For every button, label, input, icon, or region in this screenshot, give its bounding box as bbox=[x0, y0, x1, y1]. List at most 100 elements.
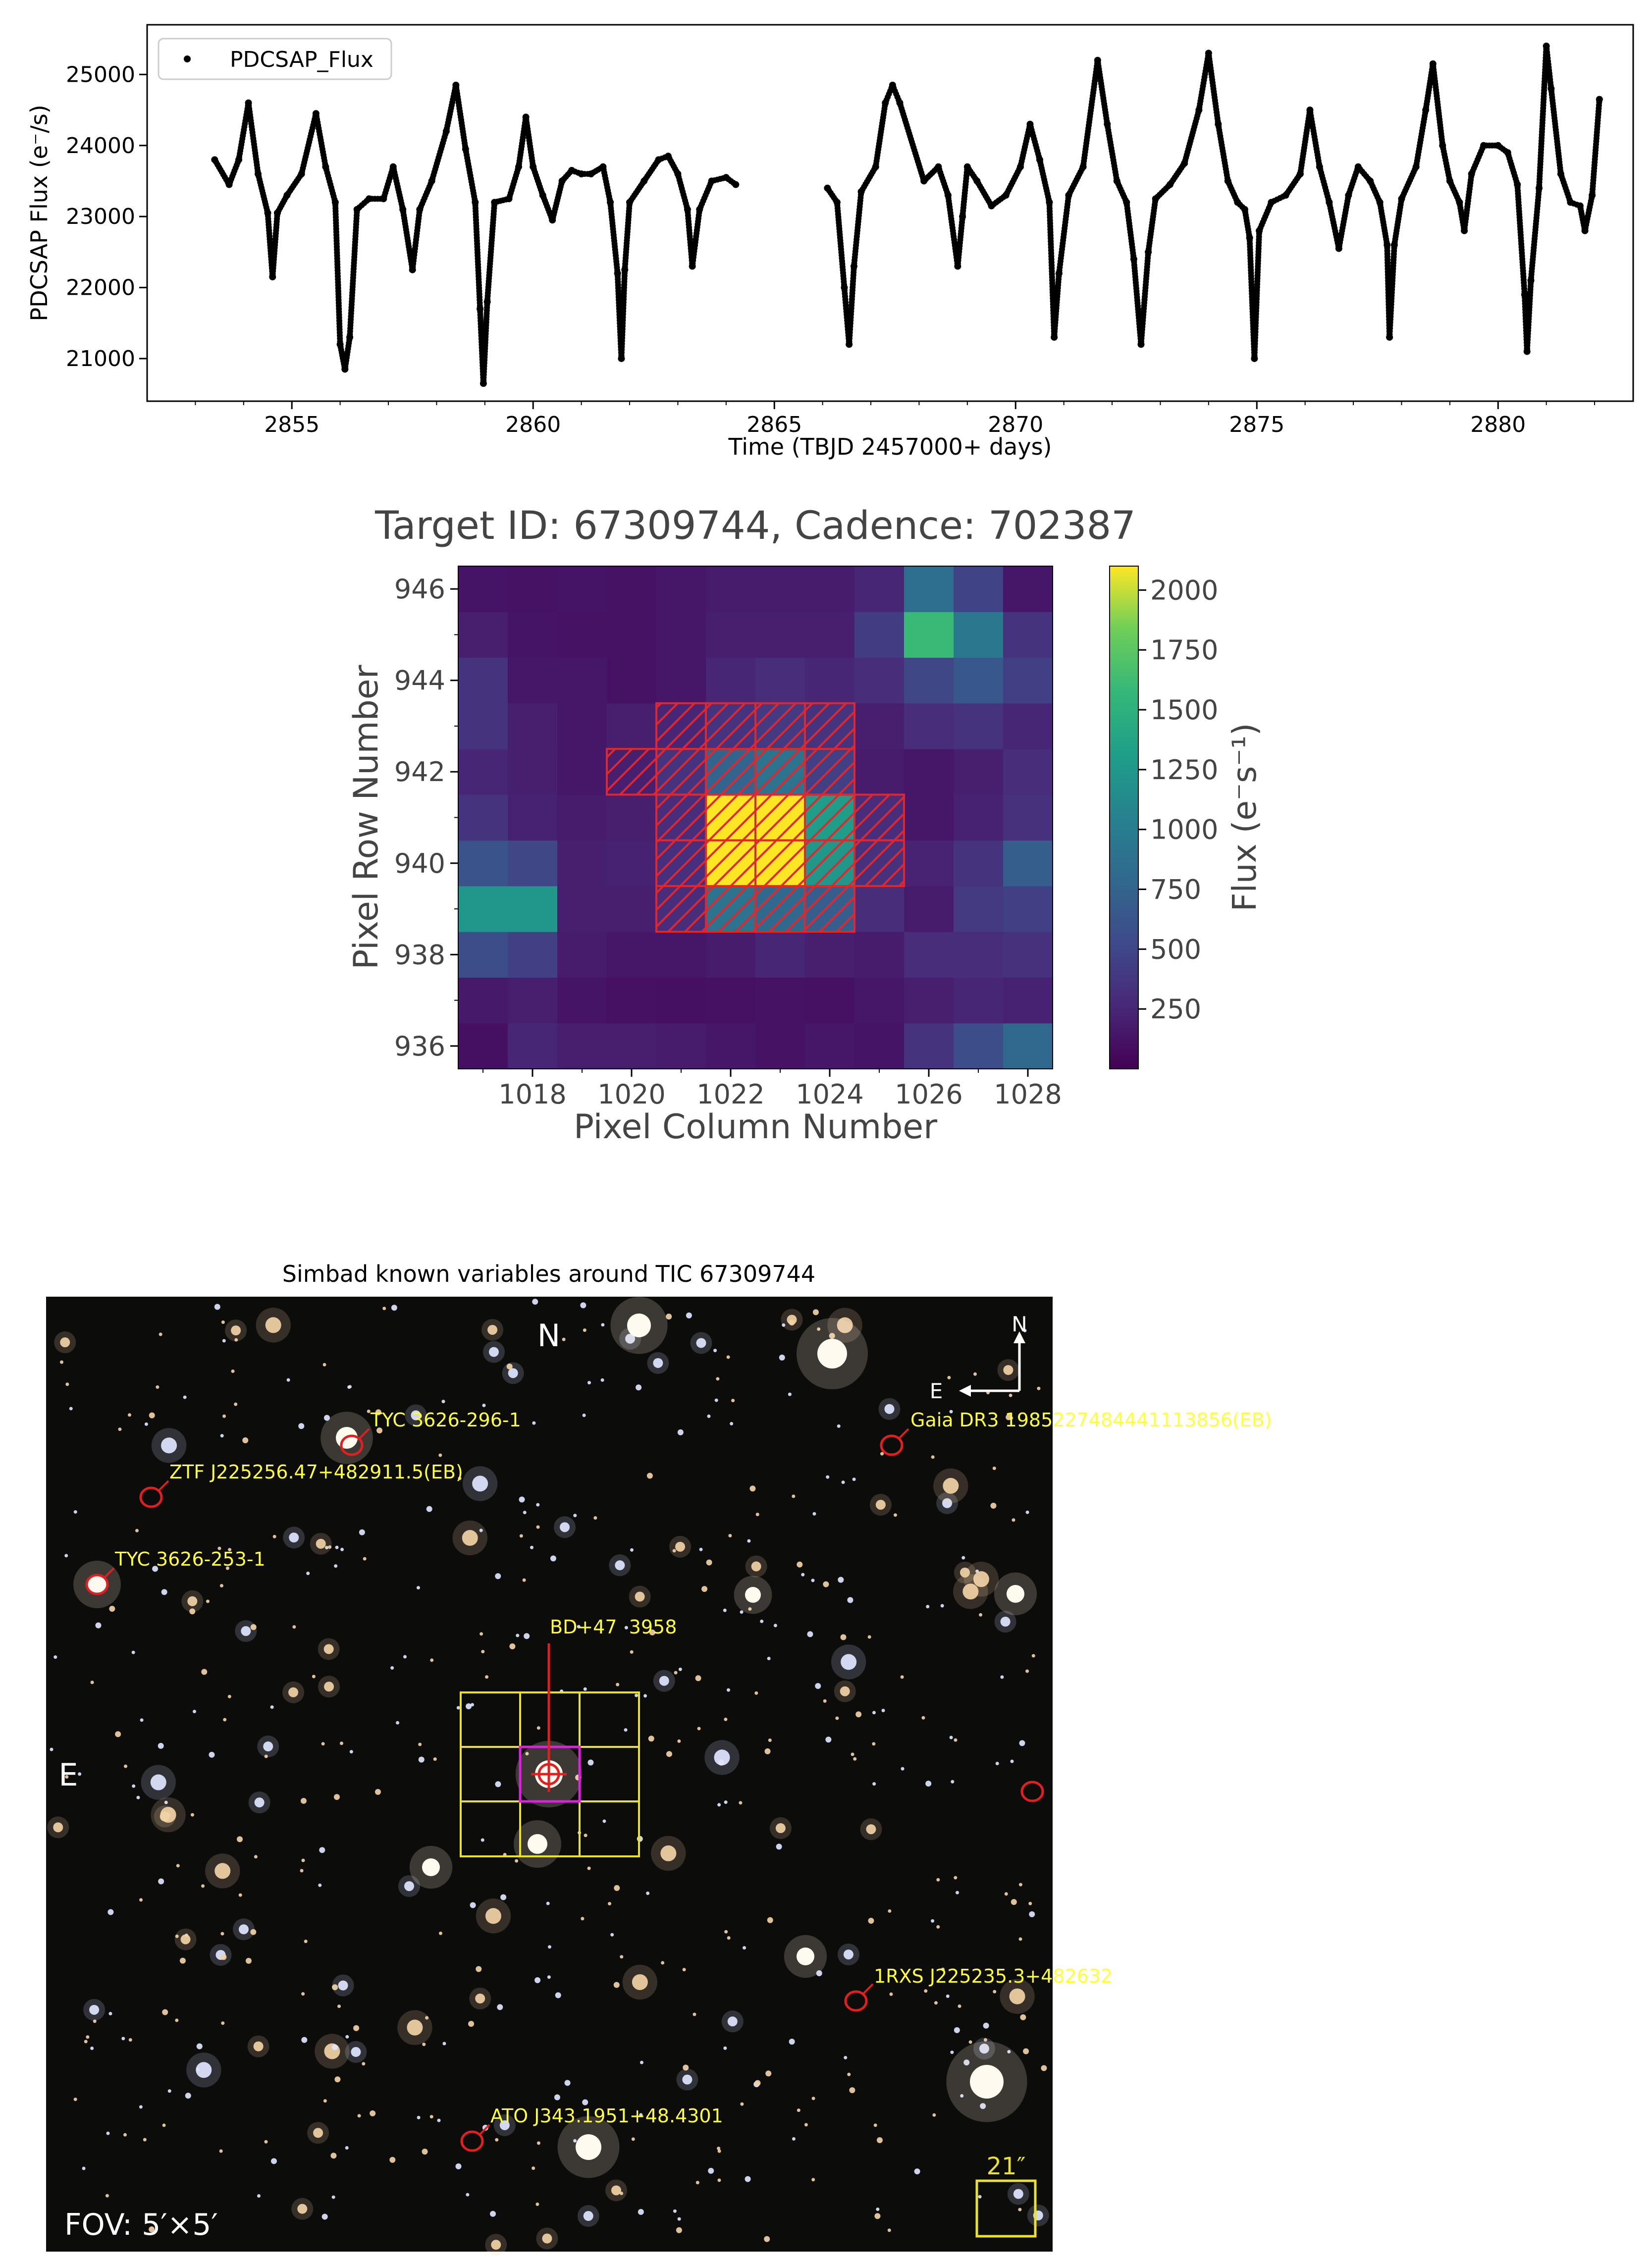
star bbox=[84, 2040, 88, 2044]
star bbox=[140, 1718, 144, 1722]
compass bbox=[959, 1331, 1025, 1397]
heatmap-cell bbox=[854, 612, 905, 658]
aperture-cell bbox=[754, 702, 806, 750]
star bbox=[89, 2004, 100, 2015]
star bbox=[851, 1752, 854, 1756]
star bbox=[583, 2211, 593, 2221]
star bbox=[973, 1571, 989, 1587]
star bbox=[164, 1800, 168, 1804]
bright-star bbox=[745, 1587, 761, 1603]
star bbox=[636, 1384, 642, 1391]
star bbox=[562, 1337, 566, 1341]
variable-marker-gaia: Gaia DR3 1985227484441113856(EB) bbox=[880, 1409, 1272, 1456]
star bbox=[225, 1566, 229, 1570]
heatmap-cell bbox=[557, 977, 607, 1024]
heatmap-cell bbox=[557, 657, 607, 704]
star bbox=[811, 2178, 815, 2182]
heatmap-cell bbox=[557, 932, 607, 978]
star bbox=[86, 2035, 90, 2039]
star bbox=[382, 1307, 386, 1311]
star bbox=[396, 1721, 400, 1725]
heatmap-cell bbox=[1003, 886, 1053, 932]
variable-marker-tyc-3626-296-1: TYC 3626-296-1 bbox=[340, 1409, 521, 1456]
star bbox=[630, 1650, 634, 1654]
heatmap-cell bbox=[557, 703, 607, 749]
star bbox=[672, 1549, 676, 1553]
star bbox=[812, 1309, 819, 1316]
star bbox=[1025, 1510, 1029, 1514]
star bbox=[683, 2064, 689, 2071]
star bbox=[713, 1349, 717, 1353]
star bbox=[1041, 2065, 1047, 2071]
heatmap-cell bbox=[458, 840, 508, 887]
aperture-cell bbox=[804, 748, 855, 796]
heatmap-cell bbox=[458, 612, 508, 658]
star bbox=[519, 1534, 523, 1538]
star bbox=[509, 1643, 516, 1650]
star bbox=[961, 1556, 965, 1560]
heatmap-cell bbox=[508, 932, 558, 978]
star bbox=[888, 1909, 892, 1913]
star bbox=[206, 1599, 210, 1603]
star bbox=[201, 1884, 205, 1888]
star bbox=[437, 2118, 441, 2122]
star bbox=[323, 2099, 327, 2103]
heatmap-cell bbox=[458, 749, 508, 795]
star bbox=[724, 1930, 728, 1934]
star bbox=[480, 1838, 484, 1842]
scale-label: 21″ bbox=[986, 2153, 1025, 2180]
star bbox=[495, 1781, 501, 1788]
x-tick-label: 2870 bbox=[988, 412, 1043, 437]
heatmap-cell bbox=[904, 749, 954, 795]
star bbox=[630, 1548, 634, 1552]
y-tick-label: 936 bbox=[394, 1031, 445, 1062]
star bbox=[532, 1299, 538, 1305]
heatmap-cell bbox=[557, 749, 607, 795]
star bbox=[220, 1932, 224, 1936]
star bbox=[666, 1314, 672, 1320]
heatmap-cell bbox=[854, 886, 905, 932]
star bbox=[149, 1412, 155, 1419]
colorbar-tick-label: 500 bbox=[1150, 934, 1201, 965]
star bbox=[660, 1845, 677, 1861]
star bbox=[516, 1633, 520, 1637]
heatmap-cell bbox=[508, 749, 558, 795]
star bbox=[470, 1902, 476, 1908]
star bbox=[338, 1980, 348, 1991]
star bbox=[707, 1414, 711, 1418]
heatmap-cell bbox=[954, 657, 1004, 704]
star bbox=[817, 1327, 821, 1331]
star bbox=[1011, 1899, 1017, 1905]
star bbox=[59, 1360, 63, 1364]
star bbox=[940, 1604, 944, 1608]
star bbox=[990, 1503, 997, 1509]
star bbox=[272, 1534, 276, 1538]
star bbox=[50, 1747, 53, 1751]
star bbox=[337, 2004, 341, 2008]
star bbox=[792, 2137, 796, 2141]
star bbox=[209, 1751, 215, 1758]
heatmap-cell bbox=[854, 932, 905, 978]
star bbox=[64, 1554, 68, 1558]
star bbox=[417, 2115, 421, 2119]
star bbox=[219, 1584, 223, 1588]
star bbox=[542, 2233, 552, 2244]
star bbox=[90, 1681, 94, 1684]
heatmap-title: Target ID: 67309744, Cadence: 702387 bbox=[374, 504, 1136, 548]
star bbox=[792, 1494, 796, 1498]
star bbox=[942, 1498, 953, 1508]
star bbox=[958, 2004, 961, 2008]
star bbox=[835, 1716, 839, 1720]
star bbox=[740, 1610, 744, 1614]
variable-label: Gaia DR3 1985227484441113856(EB) bbox=[910, 1409, 1272, 1431]
star bbox=[765, 2070, 772, 2077]
bright-star bbox=[422, 1858, 440, 1876]
star bbox=[495, 1573, 501, 1579]
star bbox=[646, 1473, 653, 1479]
star bbox=[535, 2202, 539, 2206]
star bbox=[228, 1548, 232, 1552]
star bbox=[979, 2044, 989, 2054]
star bbox=[143, 2138, 147, 2142]
heatmap-cell bbox=[954, 932, 1004, 978]
heatmap-cell bbox=[557, 1023, 607, 1069]
